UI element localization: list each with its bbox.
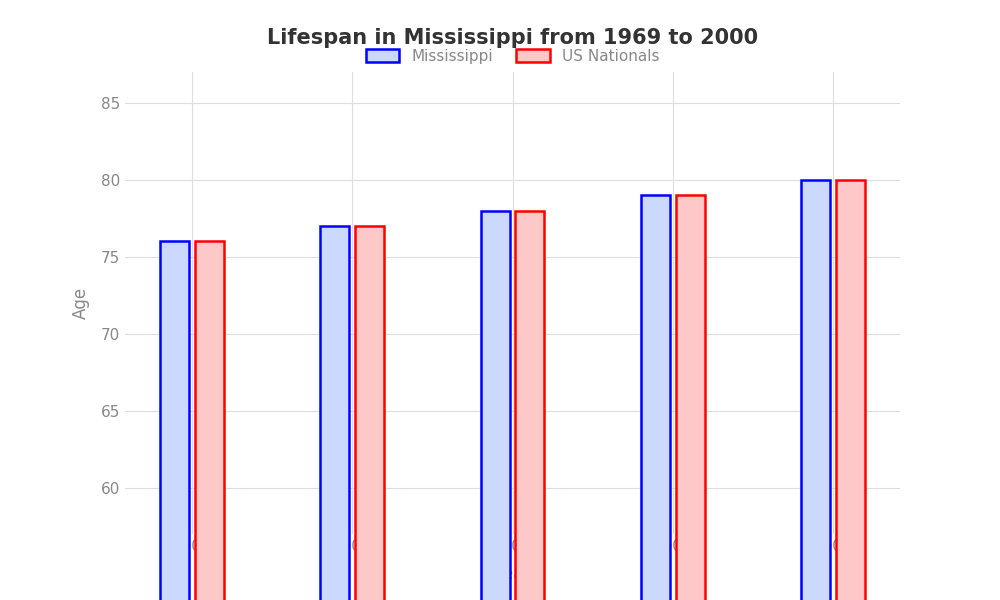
Y-axis label: Age: Age <box>72 287 90 319</box>
Bar <box>160 241 189 600</box>
Bar <box>836 180 865 600</box>
Legend: Mississippi, US Nationals: Mississippi, US Nationals <box>360 43 665 70</box>
Bar <box>195 241 224 600</box>
Bar <box>801 180 830 600</box>
Title: Lifespan in Mississippi from 1969 to 2000: Lifespan in Mississippi from 1969 to 200… <box>267 28 758 48</box>
Bar <box>641 195 670 600</box>
Bar <box>515 211 544 600</box>
Bar <box>355 226 384 600</box>
Bar <box>676 195 705 600</box>
X-axis label: Year: Year <box>495 565 530 583</box>
Bar <box>481 211 510 600</box>
Bar <box>320 226 349 600</box>
